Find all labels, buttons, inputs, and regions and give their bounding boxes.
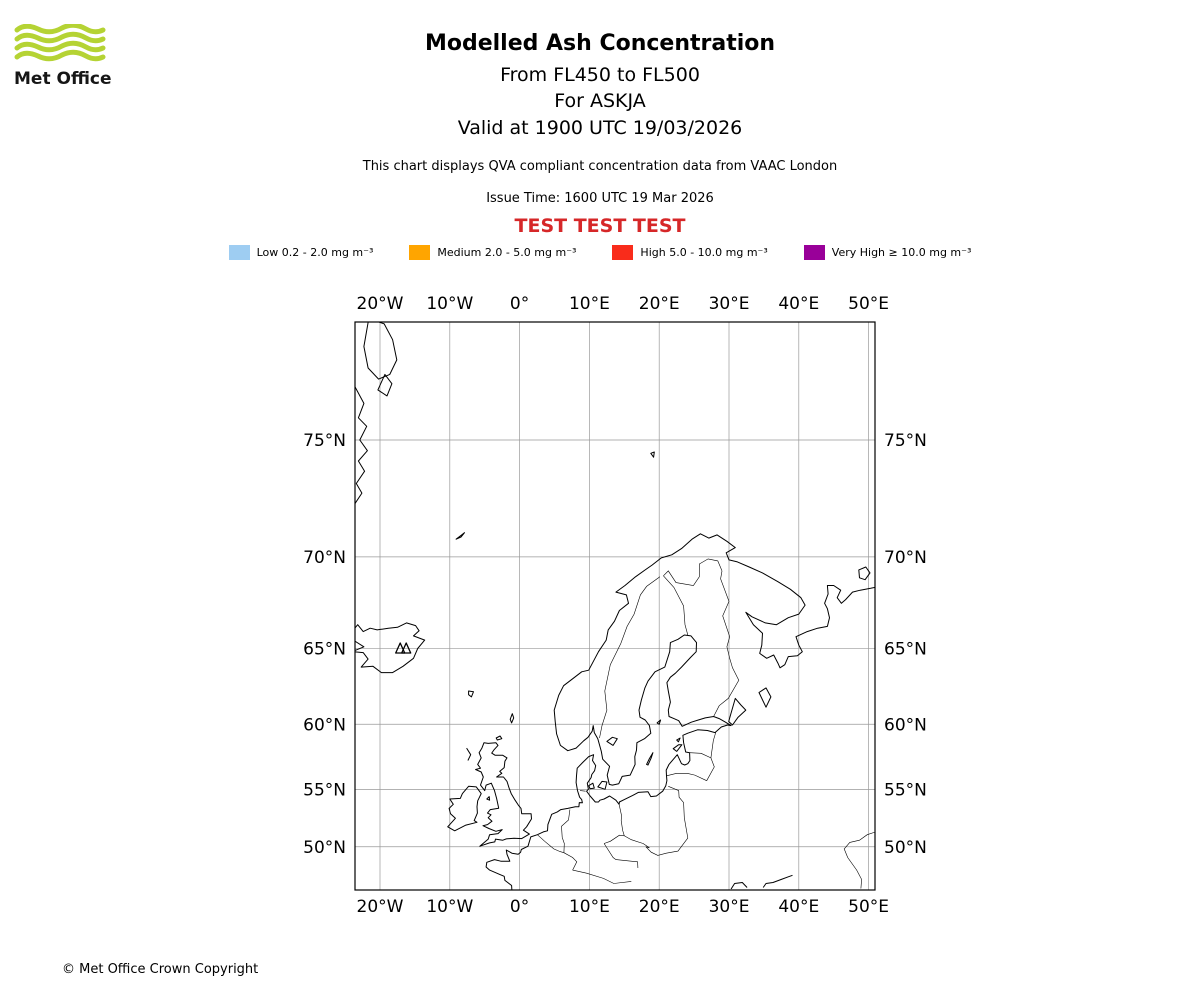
legend-swatch-low [228,245,250,260]
y-tick-left: 55°N [303,780,346,800]
x-tick-top: 20°W [357,294,404,314]
copyright: © Met Office Crown Copyright [62,962,259,977]
coastlines [355,322,875,890]
legend-label-very-high: Very High ≥ 10.0 mg m⁻³ [831,246,972,259]
x-tick-bottom: 20°E [639,897,680,917]
country-borders [537,558,875,889]
y-tick-right: 70°N [884,548,927,568]
legend-label-low: Low 0.2 - 2.0 mg m⁻³ [256,246,374,259]
y-tick-left: 70°N [303,548,346,568]
y-tick-right: 75°N [884,431,927,451]
x-tick-bottom: 40°E [778,897,819,917]
legend-label-medium: Medium 2.0 - 5.0 mg m⁻³ [437,246,577,259]
y-tick-left: 50°N [303,838,346,858]
legend: Low 0.2 - 2.0 mg m⁻³ Medium 2.0 - 5.0 mg … [0,245,1200,260]
subtitle-flight-levels: From FL450 to FL500 [500,64,700,86]
y-tick-left: 75°N [303,431,346,451]
y-tick-right: 50°N [884,838,927,858]
volcano-marker [395,642,412,654]
issue-time: Issue Time: 1600 UTC 19 Mar 2026 [486,191,714,206]
x-tick-top: 40°E [778,294,819,314]
legend-item-medium: Medium 2.0 - 5.0 mg m⁻³ [409,245,576,260]
page-title: Modelled Ash Concentration [424,31,776,56]
legend-item-high: High 5.0 - 10.0 mg m⁻³ [612,245,768,260]
x-tick-bottom: 0° [510,897,529,917]
y-tick-right: 55°N [884,780,927,800]
legend-swatch-high [612,245,634,260]
y-tick-right: 65°N [884,639,927,659]
legend-item-low: Low 0.2 - 2.0 mg m⁻³ [228,245,374,260]
y-tick-right: 60°N [884,715,927,735]
test-banner: TEST TEST TEST [514,215,686,237]
subtitle-volcano: For ASKJA [554,90,646,112]
legend-swatch-very-high [803,245,825,260]
x-tick-top: 10°E [569,294,610,314]
map-gridlines [355,322,875,890]
legend-swatch-medium [409,245,431,260]
y-tick-left: 60°N [303,715,346,735]
x-tick-top: 10°W [426,294,473,314]
y-tick-left: 65°N [303,639,346,659]
met-office-logo: Met Office [14,22,118,89]
subtitle-valid-time: Valid at 1900 UTC 19/03/2026 [457,117,743,139]
x-tick-top: 30°E [709,294,750,314]
met-office-logo-text: Met Office [14,69,112,89]
x-tick-bottom: 30°E [709,897,750,917]
map: 20°W 20°W 10°W 10°W 0° 0° 10°E 10°E 20°E 20°E 30°E… [303,294,927,917]
qva-description: This chart displays QVA compliant concen… [362,159,838,174]
x-tick-top: 0° [510,294,529,314]
x-tick-bottom: 50°E [848,897,889,917]
x-tick-top: 20°E [639,294,680,314]
x-tick-bottom: 20°W [357,897,404,917]
x-tick-top: 50°E [848,294,889,314]
x-tick-bottom: 10°W [426,897,473,917]
map-frame [354,321,876,891]
legend-label-high: High 5.0 - 10.0 mg m⁻³ [640,246,768,259]
legend-item-very-high: Very High ≥ 10.0 mg m⁻³ [803,245,972,260]
met-office-waves-icon [14,22,106,62]
x-tick-bottom: 10°E [569,897,610,917]
